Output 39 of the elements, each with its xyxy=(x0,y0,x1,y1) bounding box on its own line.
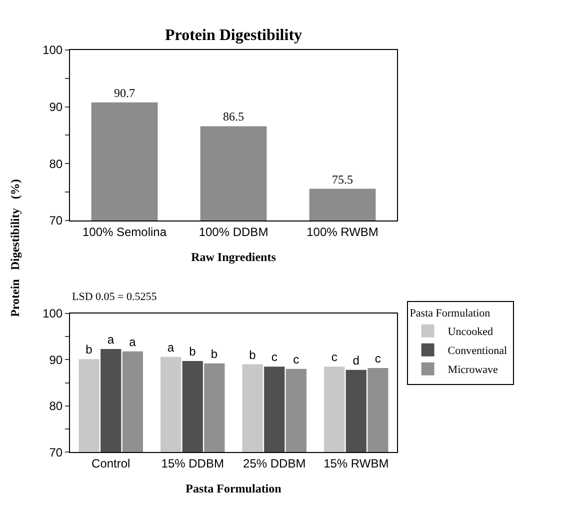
x-tick-label: Control xyxy=(92,456,130,470)
data-label: c xyxy=(374,351,381,366)
text: LSD 0.05 = 0.5255 xyxy=(72,291,158,303)
data-label: a xyxy=(129,334,136,349)
data-label: b xyxy=(210,346,218,361)
data-label: 90.7 xyxy=(114,86,135,100)
y-axis-title: Protein Digestibility (%) xyxy=(8,179,22,317)
legend-title: Pasta Formulation xyxy=(410,307,491,320)
data-label: d xyxy=(352,353,360,368)
data-label: c xyxy=(331,350,338,364)
y-tick-label: 90 xyxy=(49,100,63,114)
x-tick-label: 15% DDBM xyxy=(161,456,224,470)
data-label: 86.5 xyxy=(223,110,244,124)
x-tick-label: 100% Semolina xyxy=(82,224,167,239)
y-tick-label: 70 xyxy=(49,214,63,228)
data-label: b xyxy=(86,342,93,357)
data-label: a xyxy=(107,332,114,347)
y-tick-label: 70 xyxy=(49,445,63,460)
data-label: b xyxy=(189,344,196,359)
x-tick-label: 15% RWBM xyxy=(324,456,389,470)
x-tick-label: 100% DDBM xyxy=(198,224,268,239)
x-axis-title: Raw Ingredients xyxy=(191,250,276,264)
data-label: a xyxy=(167,340,174,354)
data-label: c xyxy=(293,352,300,366)
data-label: c xyxy=(271,350,278,364)
y-tick-label: 80 xyxy=(49,156,63,171)
legend-label: Microwave xyxy=(448,364,498,376)
data-label: b xyxy=(249,348,256,362)
data-label: 75.5 xyxy=(332,172,353,186)
legend-label: Uncooked xyxy=(448,326,494,338)
x-tick-label: 100% RWBM xyxy=(306,224,378,239)
x-axis-title: Pasta Formulation xyxy=(186,481,282,496)
y-tick-label: 80 xyxy=(49,399,63,414)
x-tick-label: 25% DDBM xyxy=(243,456,306,470)
chart-title: Protein Digestibility xyxy=(165,27,302,44)
y-tick-label: 90 xyxy=(49,352,63,367)
y-tick-label: 100 xyxy=(42,306,63,321)
y-tick-label: 100 xyxy=(42,43,63,58)
legend-label: Conventional xyxy=(448,345,508,358)
